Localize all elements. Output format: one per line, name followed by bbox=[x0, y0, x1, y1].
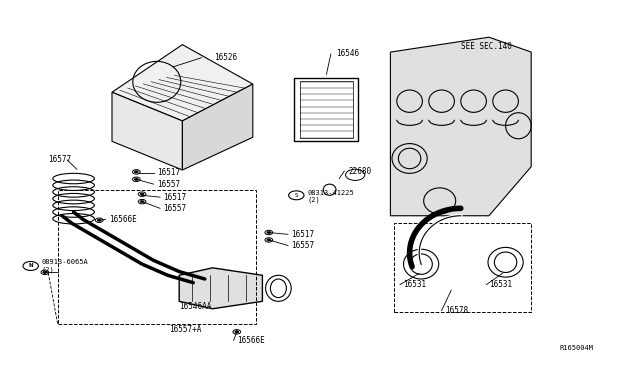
Circle shape bbox=[267, 239, 271, 241]
Text: 16557: 16557 bbox=[291, 241, 314, 250]
Bar bbox=[294, 78, 358, 141]
Text: 16546: 16546 bbox=[336, 49, 359, 58]
Polygon shape bbox=[179, 268, 262, 309]
Circle shape bbox=[140, 193, 144, 195]
Text: 16546AA: 16546AA bbox=[179, 302, 212, 311]
Text: 16557: 16557 bbox=[163, 204, 186, 213]
Circle shape bbox=[43, 271, 47, 273]
Text: 16566E: 16566E bbox=[237, 336, 264, 345]
Text: 16531: 16531 bbox=[490, 280, 513, 289]
Circle shape bbox=[140, 201, 144, 203]
Text: 16557+A: 16557+A bbox=[170, 325, 202, 334]
Text: 08913-6065A
(2): 08913-6065A (2) bbox=[42, 259, 88, 273]
Polygon shape bbox=[390, 37, 531, 216]
Text: 22680: 22680 bbox=[349, 167, 372, 176]
Text: R165004M: R165004M bbox=[560, 345, 594, 351]
Text: 16517: 16517 bbox=[291, 230, 314, 239]
Circle shape bbox=[134, 178, 138, 180]
Text: S: S bbox=[294, 193, 298, 198]
Text: 16557: 16557 bbox=[157, 180, 180, 189]
Bar bbox=[58, 190, 256, 324]
Text: 16517: 16517 bbox=[163, 193, 186, 202]
Polygon shape bbox=[182, 84, 253, 170]
Circle shape bbox=[267, 231, 271, 234]
Text: 16578: 16578 bbox=[445, 306, 468, 315]
Polygon shape bbox=[112, 45, 253, 121]
Text: 16577: 16577 bbox=[48, 155, 71, 164]
Polygon shape bbox=[112, 92, 182, 170]
Text: 16526: 16526 bbox=[214, 53, 237, 62]
Bar bbox=[394, 223, 531, 312]
Bar bbox=[300, 81, 353, 138]
Text: 16531: 16531 bbox=[403, 280, 426, 289]
Circle shape bbox=[134, 171, 138, 173]
Circle shape bbox=[235, 331, 239, 333]
Text: N: N bbox=[28, 263, 33, 269]
Circle shape bbox=[97, 219, 101, 221]
Text: SEE SEC.140: SEE SEC.140 bbox=[461, 42, 511, 51]
Text: 16566E: 16566E bbox=[109, 215, 136, 224]
Text: 08313-41225
(2): 08313-41225 (2) bbox=[307, 190, 354, 203]
Text: 16517: 16517 bbox=[157, 169, 180, 177]
